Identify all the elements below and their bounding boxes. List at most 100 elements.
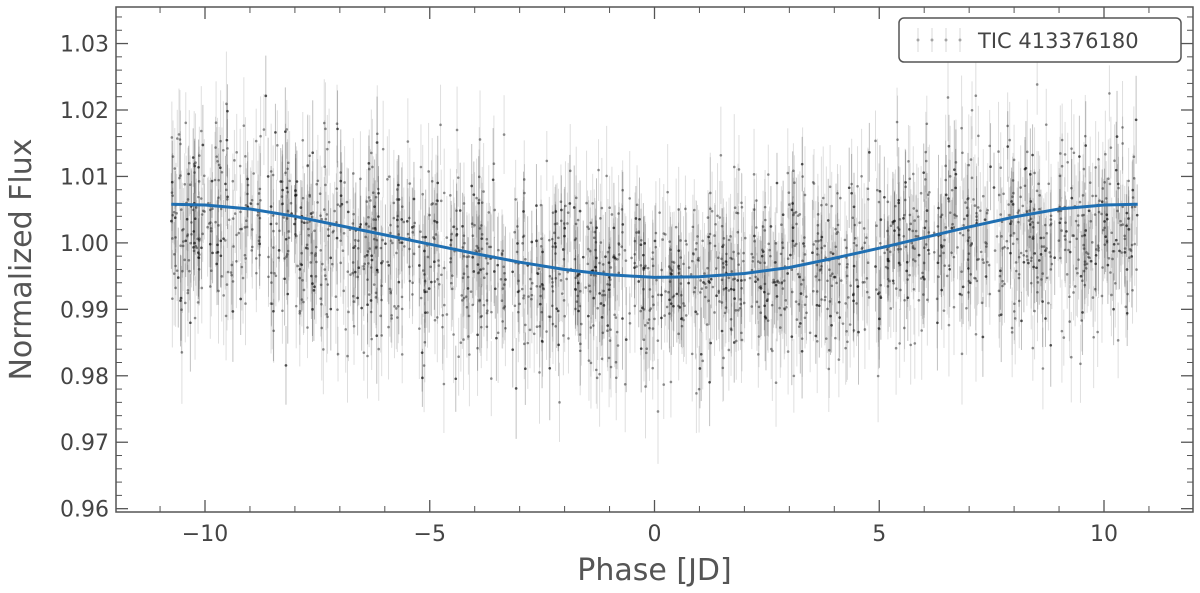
data-point <box>766 298 769 301</box>
data-point <box>913 259 917 263</box>
data-point <box>356 239 360 243</box>
data-point <box>578 272 581 276</box>
data-point <box>639 347 643 350</box>
data-point <box>928 190 931 194</box>
data-point <box>329 307 333 311</box>
data-point <box>271 173 275 177</box>
data-point <box>342 289 346 293</box>
data-point <box>714 267 718 270</box>
data-point <box>798 275 801 279</box>
data-point <box>557 343 560 347</box>
data-point <box>482 190 485 193</box>
data-point <box>904 181 907 184</box>
data-point <box>535 284 539 288</box>
data-point <box>433 260 436 264</box>
data-point <box>803 303 807 307</box>
data-point <box>985 211 989 215</box>
data-point <box>259 198 262 202</box>
data-point <box>637 230 641 233</box>
data-point <box>662 232 666 235</box>
data-point <box>829 314 832 318</box>
data-point <box>777 281 781 284</box>
data-point <box>502 306 506 310</box>
data-point <box>668 280 672 283</box>
data-point <box>668 240 672 243</box>
data-point <box>682 318 685 322</box>
data-point <box>1130 243 1134 247</box>
data-point <box>295 193 298 197</box>
data-point <box>278 229 281 233</box>
data-point <box>1076 214 1080 217</box>
data-point <box>669 271 673 275</box>
data-point <box>1074 219 1078 223</box>
data-point <box>1094 253 1098 257</box>
data-point <box>1108 182 1112 186</box>
data-point <box>903 298 906 302</box>
data-point <box>187 258 191 262</box>
data-point <box>665 305 669 309</box>
data-point <box>554 245 557 249</box>
data-point <box>729 318 733 321</box>
data-point <box>811 251 814 254</box>
data-point <box>478 268 482 272</box>
data-point <box>184 239 188 243</box>
data-point <box>535 204 538 207</box>
data-point <box>517 289 521 293</box>
data-point <box>680 293 683 297</box>
data-point <box>339 171 343 174</box>
data-point <box>602 304 606 307</box>
data-point <box>841 322 845 325</box>
data-point <box>1050 262 1054 266</box>
data-point <box>653 239 657 243</box>
data-point <box>786 272 789 275</box>
data-point <box>1049 223 1052 227</box>
data-point <box>759 287 763 290</box>
data-point <box>695 392 698 395</box>
data-point <box>284 237 288 241</box>
data-point <box>272 229 275 233</box>
data-point <box>1019 251 1023 255</box>
data-point <box>722 243 725 247</box>
data-point <box>456 176 460 179</box>
data-point <box>1010 200 1013 203</box>
data-point <box>585 201 588 205</box>
data-point <box>795 222 798 226</box>
data-point <box>679 239 682 242</box>
data-point <box>200 213 204 216</box>
data-point <box>642 253 645 257</box>
data-point <box>720 301 724 304</box>
data-point <box>360 306 363 310</box>
data-point <box>1068 320 1071 323</box>
data-point <box>972 198 975 201</box>
data-point <box>1078 200 1082 204</box>
data-point <box>886 200 890 204</box>
data-point <box>433 237 436 241</box>
data-point <box>1044 249 1047 252</box>
data-point <box>357 266 361 269</box>
data-point <box>427 287 431 290</box>
data-point <box>521 242 524 245</box>
data-point <box>427 287 431 290</box>
data-point <box>718 216 722 219</box>
data-point <box>250 249 254 252</box>
data-point <box>967 197 970 200</box>
data-point <box>379 246 383 250</box>
data-point <box>781 241 784 244</box>
data-point <box>878 241 882 245</box>
data-point <box>298 268 302 271</box>
data-point <box>434 233 438 236</box>
data-point <box>922 261 926 265</box>
data-point <box>269 205 273 208</box>
data-point <box>323 268 327 271</box>
data-point <box>435 220 439 224</box>
data-point <box>424 311 427 314</box>
data-point <box>331 230 335 234</box>
data-point <box>310 251 313 255</box>
x-tick-label: 5 <box>872 522 886 547</box>
data-point <box>171 297 174 300</box>
data-point <box>938 254 942 258</box>
data-point <box>727 348 731 352</box>
data-point <box>694 310 697 314</box>
data-point <box>792 374 796 378</box>
data-point <box>388 287 392 291</box>
